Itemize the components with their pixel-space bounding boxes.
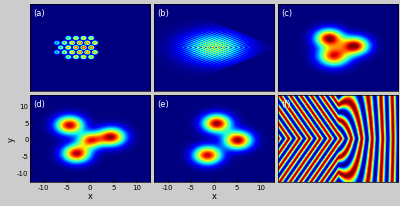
Text: (c): (c): [281, 9, 292, 18]
X-axis label: x: x: [88, 191, 93, 200]
X-axis label: x: x: [212, 191, 216, 200]
Y-axis label: y: y: [7, 137, 16, 142]
Text: (e): (e): [158, 99, 169, 108]
Text: (a): (a): [34, 9, 45, 18]
Text: (d): (d): [34, 99, 46, 108]
Text: (b): (b): [158, 9, 169, 18]
Text: (f): (f): [281, 99, 291, 108]
